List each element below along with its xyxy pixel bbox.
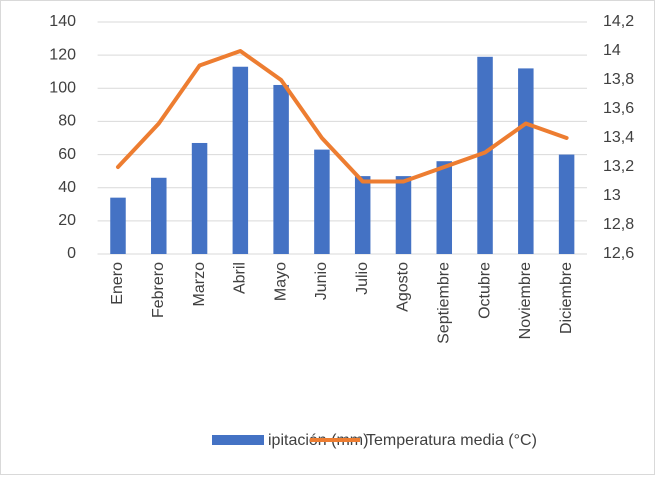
y2-tick-label: 13,8 (603, 71, 634, 88)
y-tick-label: 100 (49, 80, 76, 97)
y-tick-label: 20 (58, 212, 76, 229)
bar (477, 56, 493, 254)
bar (110, 197, 126, 254)
bar (151, 177, 167, 254)
x-tick-label: Febrero (150, 262, 167, 318)
x-tick-label: Marzo (191, 262, 208, 307)
bar (273, 84, 289, 254)
y2-tick-label: 13,6 (603, 100, 634, 117)
x-tick-label: Abril (232, 262, 249, 294)
y2-tick-label: 14,2 (603, 13, 634, 30)
x-tick-label: Junio (313, 262, 330, 300)
y2-tick-label: 13,4 (603, 129, 634, 146)
legend-swatch (212, 435, 264, 445)
y2-tick-label: 14 (603, 42, 621, 59)
x-tick-label: Noviembre (517, 262, 534, 339)
y2-tick-label: 13,2 (603, 158, 634, 175)
legend-label: Temperatura media (°C) (366, 432, 537, 449)
bar (314, 149, 330, 254)
y2-tick-label: 12,6 (603, 245, 634, 262)
x-tick-label: Octubre (476, 262, 493, 319)
y-tick-label: 0 (67, 245, 76, 262)
bar (436, 161, 453, 254)
y-tick-label: 120 (49, 46, 76, 63)
x-tick-label: Enero (109, 262, 126, 305)
y-tick-label: 60 (58, 146, 76, 163)
y-tick-label: 40 (58, 179, 76, 196)
bar (354, 176, 371, 254)
x-tick-label: Julio (354, 262, 371, 295)
x-tick-label: Mayo (272, 262, 289, 301)
line (115, 49, 569, 184)
x-tick-label: Diciembre (558, 262, 575, 334)
bar (232, 66, 249, 254)
y-tick-label: 140 (49, 13, 76, 30)
x-tick-label: Agosto (395, 262, 412, 312)
bar (395, 176, 412, 254)
y2-tick-label: 13 (603, 187, 621, 204)
bar (191, 142, 208, 254)
x-tick-label: Septiembre (435, 262, 452, 344)
bar (518, 68, 534, 255)
bar (558, 154, 575, 254)
y2-tick-label: 12,8 (603, 216, 634, 233)
y-tick-label: 80 (58, 113, 76, 130)
